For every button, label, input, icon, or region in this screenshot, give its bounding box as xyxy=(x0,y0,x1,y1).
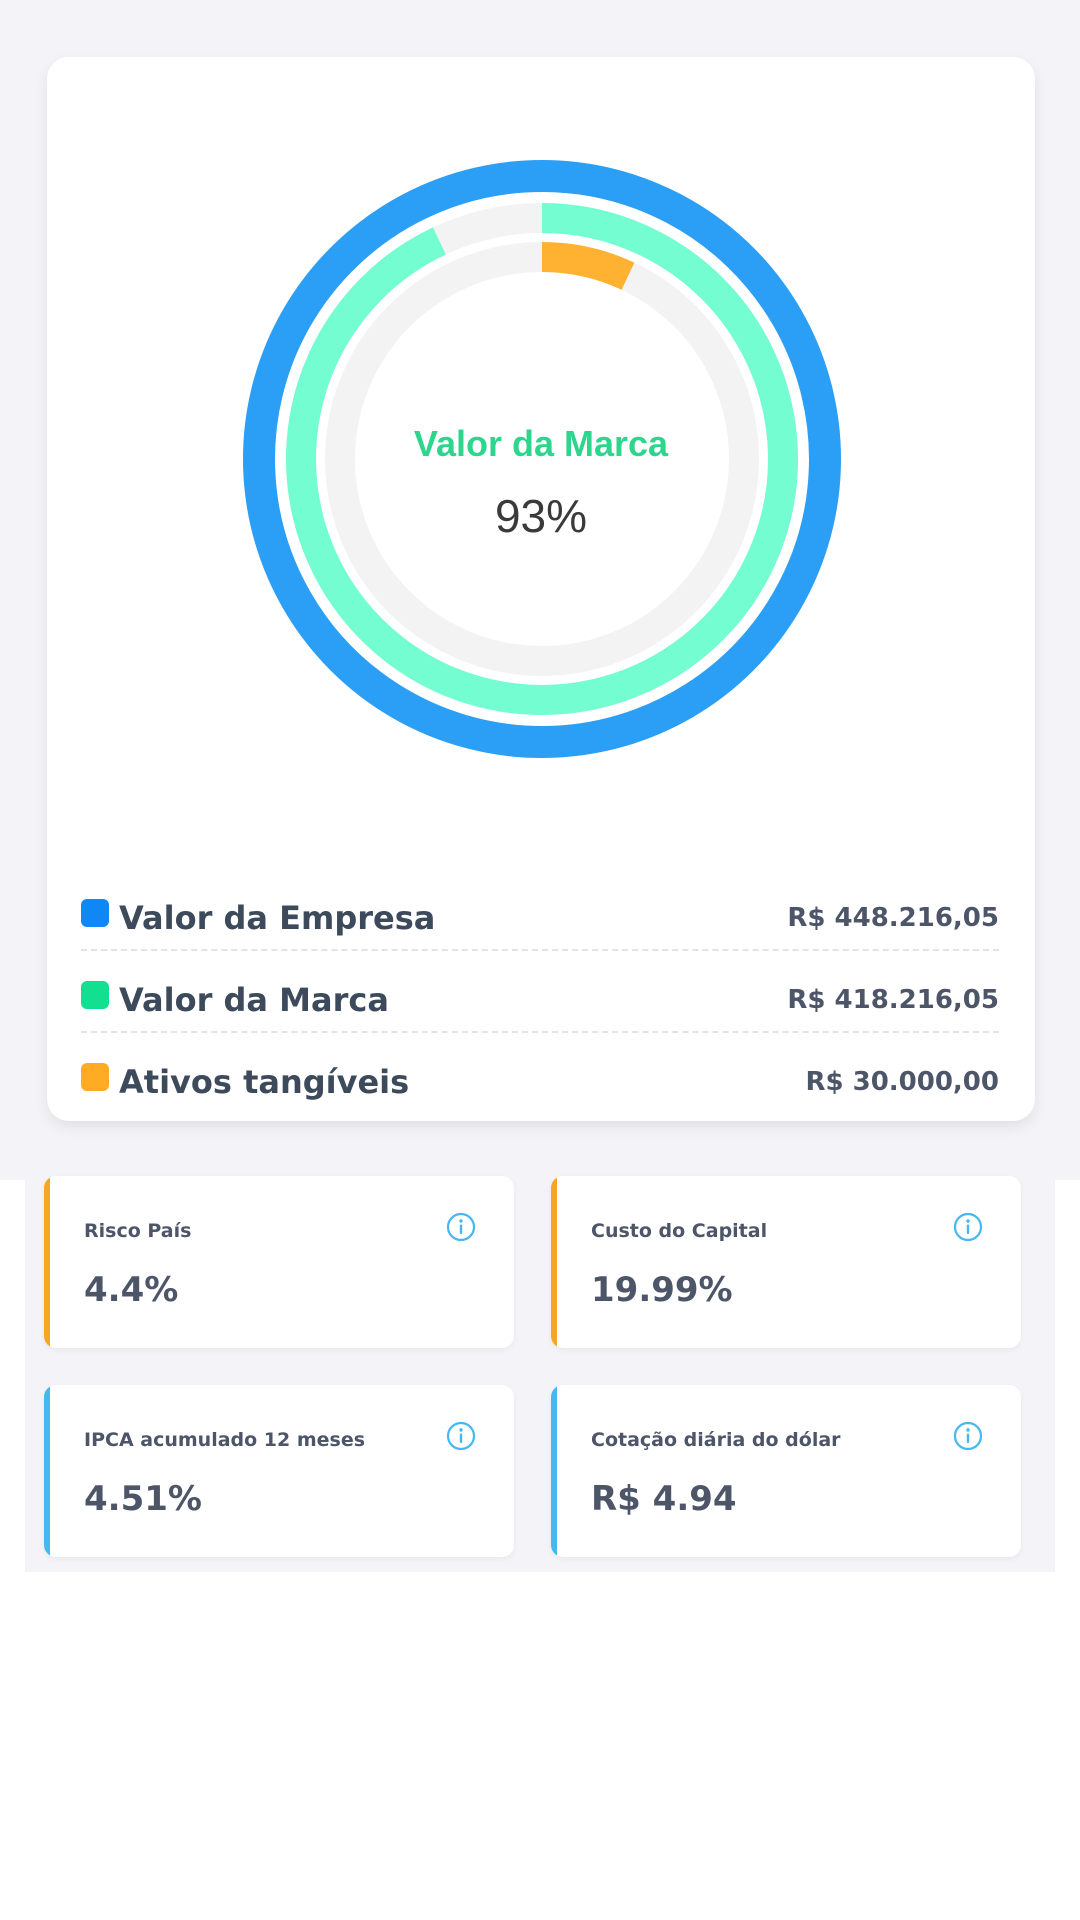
legend-swatch-green xyxy=(81,981,109,1009)
donut-chart xyxy=(243,160,841,758)
metric-card-ipca: IPCA acumulado 12 meses 4.51% xyxy=(44,1385,514,1557)
metric-title: Custo do Capital xyxy=(591,1220,768,1242)
legend-row-ativos-tangiveis: Ativos tangíveis R$ 30.000,00 xyxy=(81,1033,999,1113)
legend-swatch-orange xyxy=(81,1063,109,1091)
metric-accent-bar xyxy=(551,1176,557,1348)
metric-value: 4.4% xyxy=(84,1270,179,1310)
info-icon[interactable] xyxy=(953,1421,983,1451)
brand-value-card: Valor da Marca 93% Valor da Empresa R$ 4… xyxy=(47,57,1035,1121)
metric-title: IPCA acumulado 12 meses xyxy=(84,1429,366,1451)
legend-label: Valor da Empresa xyxy=(119,899,436,937)
legend-label: Ativos tangíveis xyxy=(119,1063,410,1101)
legend-swatch-blue xyxy=(81,899,109,927)
info-icon[interactable] xyxy=(446,1212,476,1242)
legend-row-valor-da-empresa: Valor da Empresa R$ 448.216,05 xyxy=(81,869,999,951)
metric-card-risco-pais: Risco País 4.4% xyxy=(44,1176,514,1348)
info-icon[interactable] xyxy=(446,1421,476,1451)
ring-valor-da-empresa xyxy=(243,160,841,758)
metric-value: R$ 4.94 xyxy=(591,1479,737,1519)
donut-center-label: Valor da Marca xyxy=(413,423,669,464)
metric-value: 4.51% xyxy=(84,1479,202,1519)
metric-accent-bar xyxy=(551,1385,557,1557)
legend-value: R$ 30.000,00 xyxy=(805,1067,999,1097)
info-icon[interactable] xyxy=(953,1212,983,1242)
metric-card-custo-do-capital: Custo do Capital 19.99% xyxy=(551,1176,1021,1348)
donut-center-value: 93% xyxy=(494,490,588,542)
ring-valor-da-marca xyxy=(286,203,798,715)
metric-accent-bar xyxy=(44,1176,50,1348)
legend-row-valor-da-marca: Valor da Marca R$ 418.216,05 xyxy=(81,951,999,1033)
metric-title: Cotação diária do dólar xyxy=(591,1429,841,1451)
legend-value: R$ 418.216,05 xyxy=(787,985,999,1015)
legend: Valor da Empresa R$ 448.216,05 Valor da … xyxy=(81,869,999,1113)
metric-accent-bar xyxy=(44,1385,50,1557)
legend-value: R$ 448.216,05 xyxy=(787,903,999,933)
metric-value: 19.99% xyxy=(591,1270,733,1310)
metric-title: Risco País xyxy=(84,1220,192,1242)
legend-label: Valor da Marca xyxy=(119,981,389,1019)
metric-card-cotacao-dolar: Cotação diária do dólar R$ 4.94 xyxy=(551,1385,1021,1557)
ring-ativos-tangiveis xyxy=(541,242,635,290)
